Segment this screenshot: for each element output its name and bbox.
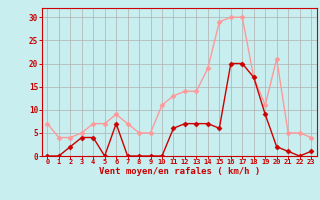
X-axis label: Vent moyen/en rafales ( km/h ): Vent moyen/en rafales ( km/h ) xyxy=(99,167,260,176)
